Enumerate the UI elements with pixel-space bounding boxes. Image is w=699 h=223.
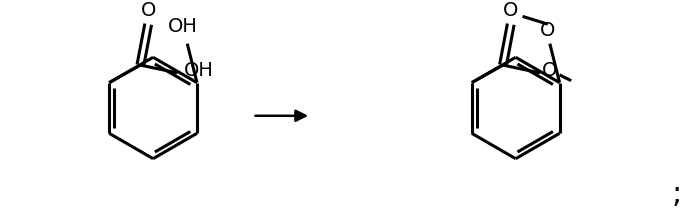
Text: O: O [540,21,556,39]
Text: O: O [503,1,519,20]
Text: O: O [542,62,557,81]
Text: OH: OH [168,17,197,36]
Text: OH: OH [184,62,214,81]
Text: O: O [140,1,156,20]
Text: ;: ; [671,179,682,208]
